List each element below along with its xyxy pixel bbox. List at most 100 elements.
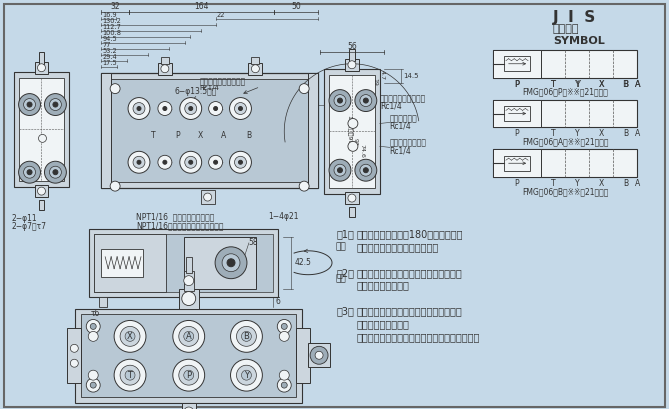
- Circle shape: [19, 161, 41, 183]
- Circle shape: [209, 101, 223, 115]
- Bar: [493, 99, 541, 128]
- Circle shape: [163, 106, 167, 110]
- Circle shape: [180, 98, 201, 119]
- Circle shape: [299, 181, 309, 191]
- Text: T: T: [551, 179, 555, 188]
- Circle shape: [110, 181, 120, 191]
- Text: 130.2: 130.2: [102, 18, 121, 24]
- Circle shape: [37, 187, 45, 195]
- Text: A: A: [635, 179, 640, 188]
- Circle shape: [37, 64, 45, 72]
- Bar: [184, 237, 256, 289]
- Circle shape: [39, 135, 46, 142]
- Text: FMG－06－B－※※－21の場合: FMG－06－B－※※－21の場合: [522, 187, 609, 196]
- Circle shape: [70, 344, 78, 352]
- Bar: [179, 289, 199, 308]
- Text: 注2）: 注2）: [337, 268, 355, 278]
- Text: 注3）: 注3）: [337, 306, 355, 317]
- Text: 100.8: 100.8: [102, 30, 121, 36]
- Bar: [493, 149, 541, 177]
- Bar: [35, 185, 48, 197]
- Circle shape: [90, 324, 96, 329]
- Circle shape: [231, 359, 262, 391]
- Bar: [101, 73, 111, 188]
- Bar: [101, 73, 318, 188]
- Circle shape: [189, 160, 193, 164]
- Circle shape: [279, 370, 289, 380]
- Circle shape: [337, 98, 343, 103]
- Text: 164: 164: [195, 2, 209, 11]
- Text: 昇圧: 昇圧: [336, 274, 347, 283]
- Text: FMG－06－P－※※－21の場合: FMG－06－P－※※－21の場合: [522, 88, 608, 97]
- Bar: [184, 271, 194, 291]
- Circle shape: [252, 65, 260, 73]
- Text: P: P: [514, 179, 519, 188]
- Text: Rc1/4: Rc1/4: [380, 101, 401, 110]
- Text: 注1）: 注1）: [337, 229, 355, 239]
- Text: 92: 92: [353, 138, 358, 146]
- Text: Y: Y: [575, 80, 579, 89]
- Text: 二次側圧力検出ポート: 二次側圧力検出ポート: [380, 94, 426, 103]
- Text: 調整ねじは右回転で圧力上昇、左回転で: 調整ねじは右回転で圧力上昇、左回転で: [357, 268, 463, 278]
- Text: Y: Y: [575, 179, 579, 188]
- Bar: [349, 207, 355, 217]
- Circle shape: [50, 166, 62, 178]
- Text: 94.5: 94.5: [102, 36, 117, 42]
- Bar: [68, 328, 82, 383]
- Text: 29.4: 29.4: [102, 54, 117, 60]
- Text: ゆるめて下さい。: ゆるめて下さい。: [357, 319, 409, 330]
- Circle shape: [27, 102, 32, 107]
- Text: 46: 46: [366, 92, 371, 99]
- Bar: [504, 56, 530, 72]
- Text: τ6: τ6: [90, 308, 100, 317]
- Bar: [19, 78, 64, 181]
- Bar: [39, 200, 44, 210]
- Circle shape: [363, 168, 369, 173]
- Text: T: T: [151, 131, 155, 140]
- Text: T: T: [551, 129, 555, 138]
- Circle shape: [348, 61, 356, 69]
- Text: 112.7: 112.7: [102, 24, 121, 30]
- Bar: [493, 50, 541, 78]
- Circle shape: [185, 103, 197, 115]
- Circle shape: [235, 156, 246, 168]
- Bar: [35, 62, 48, 74]
- Text: Rc1/4: Rc1/4: [390, 147, 411, 156]
- Circle shape: [237, 365, 256, 385]
- Text: B: B: [622, 80, 628, 89]
- Bar: [89, 229, 278, 297]
- Text: A: A: [635, 129, 640, 138]
- Circle shape: [137, 106, 141, 110]
- Text: Y: Y: [575, 80, 579, 89]
- Text: T: T: [551, 80, 555, 89]
- Text: B: B: [623, 129, 628, 138]
- Circle shape: [203, 193, 211, 201]
- Text: 32: 32: [110, 2, 120, 11]
- Circle shape: [222, 254, 240, 272]
- Text: NPT1/16  外部ドレンの場合は: NPT1/16 外部ドレンの場合は: [136, 212, 214, 221]
- Circle shape: [50, 99, 62, 110]
- Text: SYMBOL: SYMBOL: [553, 36, 605, 46]
- Circle shape: [281, 324, 287, 329]
- Text: 1−4φ21: 1−4φ21: [268, 212, 299, 221]
- Circle shape: [235, 103, 246, 115]
- Bar: [99, 297, 107, 306]
- Text: X: X: [599, 129, 604, 138]
- Circle shape: [215, 247, 247, 279]
- Text: J  I  S: J I S: [553, 10, 596, 25]
- Circle shape: [125, 331, 135, 342]
- Bar: [324, 69, 380, 194]
- Circle shape: [88, 370, 98, 380]
- Circle shape: [180, 151, 201, 173]
- Circle shape: [179, 326, 199, 346]
- Circle shape: [242, 331, 252, 342]
- Circle shape: [19, 94, 41, 115]
- Circle shape: [209, 155, 223, 169]
- Text: Y: Y: [244, 371, 249, 380]
- Circle shape: [310, 346, 328, 364]
- Bar: [345, 192, 359, 204]
- Circle shape: [238, 106, 242, 110]
- Text: B: B: [244, 332, 250, 341]
- Circle shape: [213, 106, 217, 110]
- Circle shape: [334, 164, 346, 176]
